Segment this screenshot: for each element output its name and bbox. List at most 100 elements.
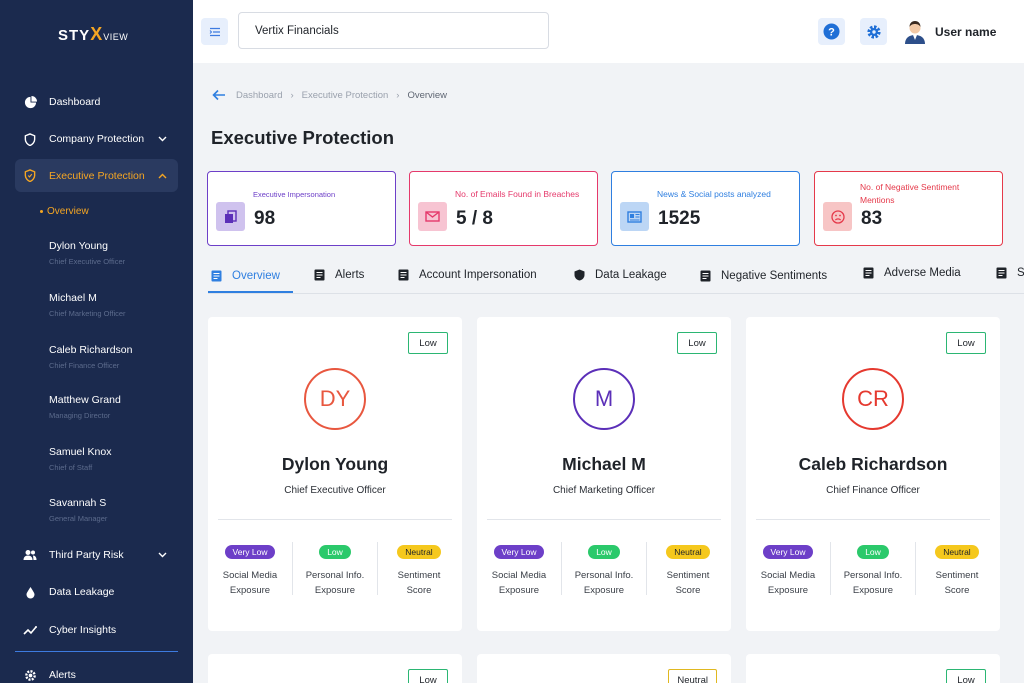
status-badge: Neutral bbox=[397, 545, 441, 559]
tab-negative-sentiments[interactable]: Negative Sentiments bbox=[700, 270, 827, 282]
divider bbox=[830, 542, 831, 595]
sidebar-item-cyber-insights[interactable]: Cyber Insights bbox=[0, 615, 193, 645]
executive-role: Chief Executive Officer bbox=[284, 485, 386, 496]
tab-alerts[interactable]: Alerts bbox=[314, 269, 364, 281]
help-button[interactable]: ? bbox=[818, 18, 845, 45]
metric-sentiment: Neutral Sentiment Score bbox=[397, 545, 441, 596]
droplet-icon bbox=[23, 585, 37, 599]
avatar: M bbox=[573, 368, 635, 430]
stat-card-emails-in-breaches[interactable]: No. of Emails Found in Breaches 5 / 8 bbox=[409, 171, 598, 246]
users-icon bbox=[23, 548, 37, 562]
stat-label: No. of Negative Sentiment Mentions bbox=[860, 182, 960, 205]
chevron-down-icon[interactable] bbox=[157, 134, 167, 144]
sidebar-subitem-overview[interactable]: Overview bbox=[40, 206, 89, 217]
metric-sentiment: Neutral Sentiment Score bbox=[935, 545, 979, 596]
document-icon bbox=[211, 270, 222, 282]
stat-value: 1525 bbox=[658, 208, 701, 229]
shield-icon bbox=[23, 169, 37, 183]
breadcrumb-item[interactable]: Executive Protection bbox=[301, 89, 389, 101]
menu-icon bbox=[209, 27, 220, 36]
document-icon bbox=[863, 267, 874, 279]
mail-icon bbox=[418, 202, 447, 231]
back-arrow-icon[interactable] bbox=[212, 89, 226, 101]
sidebar-item-label: Company Protection bbox=[49, 133, 145, 145]
sidebar-item-label: Data Leakage bbox=[49, 586, 115, 598]
status-badge: Neutral bbox=[935, 545, 979, 559]
organization-input[interactable] bbox=[238, 12, 549, 49]
executive-card[interactable]: Low bbox=[208, 654, 462, 683]
status-badge: Low bbox=[588, 545, 620, 559]
trend-icon bbox=[23, 623, 37, 637]
news-icon bbox=[620, 202, 649, 231]
executive-card[interactable]: Low bbox=[746, 654, 1000, 683]
username[interactable]: User name bbox=[935, 25, 997, 39]
stat-card-executive-impersonation[interactable]: Executive Impersonation 98 bbox=[207, 171, 396, 246]
executive-card[interactable]: Low DY Dylon Young Chief Executive Offic… bbox=[208, 317, 462, 631]
tabs-divider bbox=[208, 293, 1024, 294]
stat-value: 83 bbox=[861, 208, 883, 229]
chevron-up-icon[interactable] bbox=[157, 171, 167, 181]
shield-icon bbox=[23, 132, 37, 146]
sidebar-exec-item[interactable]: Michael M Chief Marketing Officer bbox=[49, 292, 126, 318]
status-badge: Very Low bbox=[493, 545, 545, 559]
stat-value: 98 bbox=[254, 208, 276, 229]
dashboard-icon bbox=[23, 95, 37, 109]
breadcrumb-item[interactable]: Dashboard bbox=[236, 89, 283, 101]
sidebar-item-label: Dashboard bbox=[49, 96, 101, 108]
gear-icon bbox=[866, 24, 881, 39]
sidebar-item-third-party-risk[interactable]: Third Party Risk bbox=[0, 540, 193, 570]
gear-icon bbox=[23, 668, 37, 682]
sidebar-item-label: Cyber Insights bbox=[49, 624, 117, 636]
brand-logo[interactable]: STYXVIEW bbox=[58, 24, 129, 44]
sidebar-exec-item[interactable]: Savannah S General Manager bbox=[49, 497, 108, 523]
tab-adverse-media[interactable]: Adverse Media bbox=[863, 267, 961, 279]
tab-data-leakage[interactable]: Data Leakage bbox=[574, 269, 667, 281]
divider bbox=[487, 519, 721, 520]
sidebar-item-alerts[interactable]: Alerts bbox=[0, 660, 193, 683]
executive-role: Chief Marketing Officer bbox=[552, 485, 656, 496]
tab-truncated[interactable]: S bbox=[996, 267, 1024, 279]
tab-overview[interactable]: Overview bbox=[211, 270, 280, 282]
settings-button[interactable] bbox=[860, 18, 887, 45]
sidebar: STYXVIEW Dashboard Company Protection Ex… bbox=[0, 0, 193, 683]
sidebar-exec-item[interactable]: Matthew Grand Managing Director bbox=[49, 394, 121, 420]
stat-card-negative-sentiment[interactable]: No. of Negative Sentiment Mentions 83 bbox=[814, 171, 1003, 246]
sidebar-item-dashboard[interactable]: Dashboard bbox=[0, 87, 193, 117]
stat-value: 5 / 8 bbox=[456, 208, 493, 229]
risk-badge: Low bbox=[408, 669, 448, 683]
executive-card[interactable]: Neutral bbox=[477, 654, 731, 683]
divider bbox=[377, 542, 378, 595]
chevron-right-icon: › bbox=[290, 89, 294, 101]
sidebar-exec-item[interactable]: Samuel Knox Chief of Staff bbox=[49, 446, 112, 472]
sidebar-exec-item[interactable]: Caleb Richardson Chief Finance Officer bbox=[49, 344, 133, 370]
executive-card[interactable]: Low CR Caleb Richardson Chief Finance Of… bbox=[746, 317, 1000, 631]
stat-label: No. of Emails Found in Breaches bbox=[455, 189, 580, 199]
avatar[interactable] bbox=[903, 18, 927, 44]
stat-card-news-social-posts[interactable]: News & Social posts analyzed 1525 bbox=[611, 171, 800, 246]
sidebar-item-label: Executive Protection bbox=[49, 169, 145, 182]
tab-account-impersonation[interactable]: Account Impersonation bbox=[398, 269, 537, 281]
executive-card[interactable]: Low M Michael M Chief Marketing Officer … bbox=[477, 317, 731, 631]
document-icon bbox=[996, 267, 1007, 279]
risk-badge: Low bbox=[946, 332, 986, 354]
avatar: DY bbox=[304, 368, 366, 430]
help-icon: ? bbox=[823, 23, 840, 40]
menu-toggle-button[interactable] bbox=[201, 18, 228, 45]
sidebar-divider bbox=[15, 651, 178, 652]
avatar: CR bbox=[842, 368, 904, 430]
sidebar-exec-item[interactable]: Dylon Young Chief Executive Officer bbox=[49, 240, 126, 266]
chevron-down-icon[interactable] bbox=[157, 550, 167, 560]
risk-badge: Low bbox=[408, 332, 448, 354]
document-icon bbox=[314, 269, 325, 281]
top-bar: ? User name bbox=[193, 0, 1024, 63]
status-badge: Very Low bbox=[224, 545, 276, 559]
risk-badge: Low bbox=[677, 332, 717, 354]
sidebar-item-company-protection[interactable]: Company Protection bbox=[0, 124, 193, 154]
divider bbox=[915, 542, 916, 595]
sidebar-item-data-leakage[interactable]: Data Leakage bbox=[0, 577, 193, 607]
executive-name: Dylon Young bbox=[281, 454, 389, 474]
stat-label: News & Social posts analyzed bbox=[657, 189, 771, 199]
breadcrumb: Dashboard › Executive Protection › Overv… bbox=[212, 89, 447, 101]
metric-personal-info: Low Personal Info. Exposure bbox=[843, 545, 903, 596]
sidebar-item-executive-protection[interactable]: Executive Protection bbox=[15, 159, 178, 192]
